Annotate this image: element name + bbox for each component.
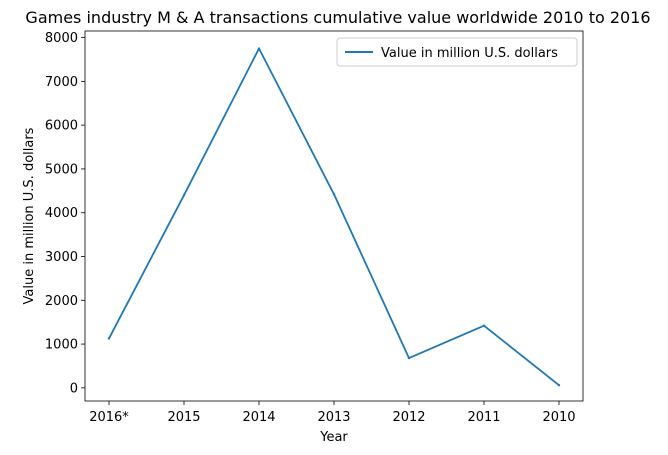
data-point bbox=[557, 384, 561, 387]
data-point bbox=[107, 337, 111, 340]
data-point bbox=[182, 194, 186, 197]
x-axis: 2016* 2015 2014 2013 2012 2011 2010 bbox=[89, 401, 576, 425]
data-point bbox=[407, 356, 411, 360]
y-tick-label: 7000 bbox=[45, 75, 78, 90]
x-tick-label: 2014 bbox=[242, 410, 275, 425]
y-tick-label: 4000 bbox=[45, 206, 78, 221]
x-tick-label: 2012 bbox=[392, 410, 425, 425]
x-tick-label: 2013 bbox=[317, 410, 350, 425]
data-point bbox=[482, 324, 486, 327]
y-axis-title: Value in million U.S. dollars bbox=[22, 127, 37, 304]
data-point bbox=[257, 47, 261, 50]
y-tick-label: 6000 bbox=[45, 119, 78, 134]
y-tick-label: 8000 bbox=[45, 31, 78, 46]
y-tick-label: 2000 bbox=[45, 294, 78, 309]
y-tick-label: 0 bbox=[70, 381, 78, 396]
y-tick-label: 5000 bbox=[45, 162, 78, 177]
legend-label: Value in million U.S. dollars bbox=[381, 46, 558, 61]
legend: Value in million U.S. dollars bbox=[336, 37, 578, 67]
chart-title: Games industry M & A transactions cumula… bbox=[25, 8, 650, 27]
legend-box bbox=[336, 37, 578, 67]
data-point bbox=[332, 193, 336, 196]
x-tick-label: 2016* bbox=[89, 410, 129, 425]
y-axis: 0 1000 2000 3000 4000 5000 6000 7000 8000 bbox=[45, 31, 85, 396]
series-layer bbox=[107, 47, 561, 387]
y-tick-label: 1000 bbox=[45, 338, 78, 353]
y-tick-label: 3000 bbox=[45, 250, 78, 265]
x-axis-title: Year bbox=[319, 430, 348, 445]
x-tick-label: 2010 bbox=[542, 410, 575, 425]
x-tick-label: 2015 bbox=[167, 410, 200, 425]
x-tick-label: 2011 bbox=[467, 410, 500, 425]
